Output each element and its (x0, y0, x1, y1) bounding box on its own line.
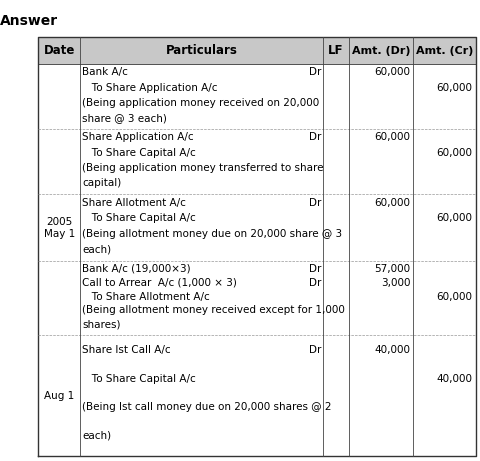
Text: 40,000: 40,000 (435, 373, 471, 384)
Text: Answer: Answer (0, 14, 58, 28)
Text: (Being allotment money received except for 1,000: (Being allotment money received except f… (82, 306, 344, 315)
Text: 40,000: 40,000 (373, 345, 409, 355)
Text: 60,000: 60,000 (435, 213, 471, 224)
Text: Bank A/c (19,000×3): Bank A/c (19,000×3) (82, 264, 190, 274)
Text: Bank A/c: Bank A/c (82, 67, 128, 77)
Text: Call to Arrear  A/c (1,000 × 3): Call to Arrear A/c (1,000 × 3) (82, 278, 236, 288)
Text: Particulars: Particulars (165, 44, 237, 57)
Text: Dr: Dr (309, 198, 321, 208)
Text: Dr: Dr (309, 278, 321, 288)
Text: share @ 3 each): share @ 3 each) (82, 113, 167, 123)
Text: Dr: Dr (309, 264, 321, 274)
Text: each): each) (82, 245, 111, 254)
Text: 57,000: 57,000 (373, 264, 409, 274)
Text: 60,000: 60,000 (435, 83, 471, 93)
Text: Share Ist Call A/c: Share Ist Call A/c (82, 345, 170, 355)
Text: 60,000: 60,000 (373, 67, 409, 77)
Text: shares): shares) (82, 319, 120, 329)
Text: Aug 1: Aug 1 (44, 390, 74, 401)
Text: To Share Capital A/c: To Share Capital A/c (82, 213, 195, 224)
Text: 2005
May 1: 2005 May 1 (44, 217, 75, 239)
Text: (Being application money transferred to share: (Being application money transferred to … (82, 163, 323, 173)
Bar (38, 37, 475, 64)
Text: LF: LF (328, 44, 343, 57)
Text: 60,000: 60,000 (373, 132, 409, 142)
Text: Share Allotment A/c: Share Allotment A/c (82, 198, 185, 208)
Text: (Being application money received on 20,000: (Being application money received on 20,… (82, 98, 319, 108)
Text: capital): capital) (82, 178, 121, 188)
Text: 60,000: 60,000 (373, 198, 409, 208)
Text: Amt. (Cr): Amt. (Cr) (415, 46, 472, 55)
Text: (Being Ist call money due on 20,000 shares @ 2: (Being Ist call money due on 20,000 shar… (82, 402, 331, 412)
Text: 60,000: 60,000 (435, 292, 471, 301)
Text: Amt. (Dr): Amt. (Dr) (351, 46, 409, 55)
Text: Dr: Dr (309, 67, 321, 77)
Text: Dr: Dr (309, 132, 321, 142)
Text: To Share Capital A/c: To Share Capital A/c (82, 373, 195, 384)
Text: Date: Date (44, 44, 75, 57)
Text: To Share Application A/c: To Share Application A/c (82, 83, 217, 93)
Text: (Being allotment money due on 20,000 share @ 3: (Being allotment money due on 20,000 sha… (82, 229, 341, 239)
Text: To Share Allotment A/c: To Share Allotment A/c (82, 292, 209, 301)
Text: To Share Capital A/c: To Share Capital A/c (82, 148, 195, 158)
Text: Dr: Dr (309, 345, 321, 355)
Text: 60,000: 60,000 (435, 148, 471, 158)
Text: 3,000: 3,000 (380, 278, 409, 288)
Text: Share Application A/c: Share Application A/c (82, 132, 193, 142)
Text: each): each) (82, 430, 111, 440)
